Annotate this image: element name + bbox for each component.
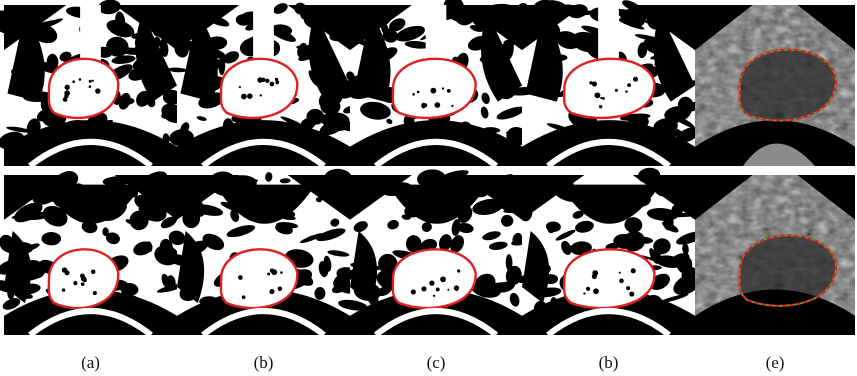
gland-region — [564, 58, 655, 118]
probe-stripe — [425, 5, 447, 67]
gland-specks — [61, 267, 97, 296]
probe-arc — [201, 308, 326, 338]
segmentation-contour — [562, 57, 656, 120]
probe-arc — [28, 308, 153, 338]
caption-1: (a) — [81, 353, 100, 372]
probe-stripe — [598, 5, 619, 67]
probe-arc — [201, 138, 326, 169]
segmentation-contour — [47, 248, 120, 310]
panel-r1-c1 — [0, 0, 187, 169]
caption-5: (e) — [766, 353, 785, 372]
gland-specks — [237, 268, 283, 300]
probe-arc — [373, 308, 499, 338]
segmentation-contour — [391, 57, 477, 120]
gland-specks — [62, 78, 101, 102]
probe-shadow — [743, 143, 815, 166]
probe-arc — [546, 138, 671, 169]
panel-r1-c4 — [507, 0, 707, 169]
probe-stripe — [253, 5, 274, 67]
gland-specks — [583, 268, 636, 297]
segmentation-contour — [562, 248, 656, 310]
caption-3: (c) — [427, 353, 446, 372]
gland-region — [739, 235, 836, 306]
segmentation-contour — [219, 248, 299, 310]
caption-4: (b) — [599, 353, 619, 372]
probe-arc — [28, 138, 153, 169]
panel-r2-c2 — [166, 168, 362, 338]
caption-row: (a) (b) (c) (b) (e) — [81, 353, 784, 372]
segmentation-contour-green — [738, 234, 837, 307]
gland-specks — [589, 76, 639, 109]
segmentation-contour — [47, 57, 120, 120]
segmentation-contour — [391, 248, 477, 310]
probe-stripe — [80, 5, 101, 67]
segmentation-contour — [219, 57, 299, 120]
gland-region — [220, 58, 298, 118]
panel-grid — [0, 0, 855, 335]
gland-region — [220, 249, 298, 309]
gland-specks — [238, 77, 280, 100]
gland-specks — [410, 269, 461, 297]
caption-2: (b) — [254, 353, 274, 372]
speckle-regions — [511, 167, 706, 318]
probe-arc — [546, 308, 671, 338]
panel-r2-c1 — [0, 171, 187, 338]
panel-r2-c4 — [511, 167, 706, 338]
panel-r2-c3 — [337, 169, 531, 338]
panel-r2-c5 — [695, 175, 855, 335]
gland-specks — [412, 87, 454, 109]
speckle-regions — [0, 0, 187, 150]
panel-r1-c5 — [695, 5, 855, 166]
probe-arc — [373, 138, 499, 169]
segmentation-contour-green — [738, 49, 837, 122]
gland-region — [739, 49, 836, 121]
panel-r1-c3 — [339, 0, 528, 169]
gland-region — [48, 58, 119, 118]
panel-r1-c2 — [167, 2, 362, 169]
